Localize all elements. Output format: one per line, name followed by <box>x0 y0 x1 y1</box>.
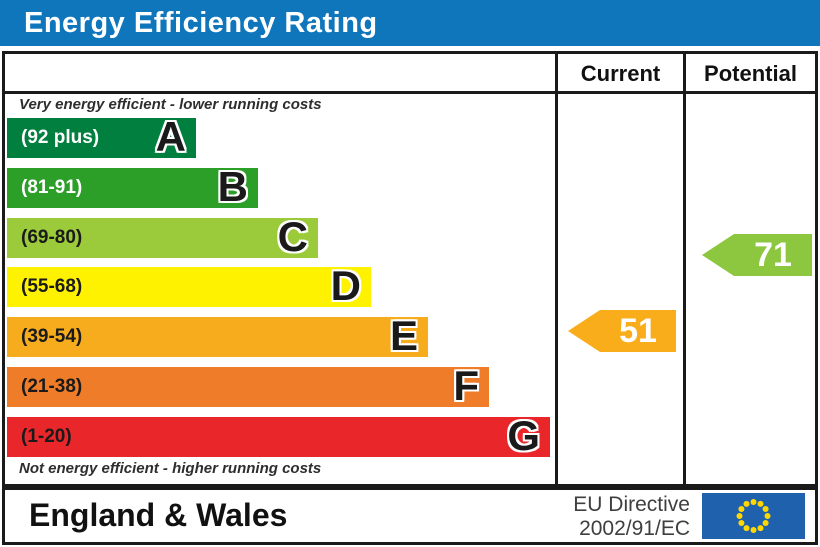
top-note: Very energy efficient - lower running co… <box>19 96 322 113</box>
band-letter: B <box>217 162 248 210</box>
band-range-label: (55-68) <box>21 276 83 298</box>
band-bar-e: (39-54) E <box>7 312 428 360</box>
band-range-label: (81-91) <box>21 176 83 198</box>
eu-directive-line2: 2002/91/EC <box>579 517 690 540</box>
band-letter: C <box>277 212 308 260</box>
potential-rating-value: 71 <box>754 236 792 274</box>
current-rating-arrow: 51 <box>568 310 676 352</box>
band-range-label: (1-20) <box>21 425 72 447</box>
header-underline <box>5 91 815 94</box>
band-letter: A <box>155 113 186 160</box>
band-bar-b: (81-91) B <box>7 162 258 210</box>
column-header-potential: Potential <box>704 61 797 86</box>
band-letter: F <box>453 362 479 409</box>
column-divider-current <box>555 54 558 484</box>
band-letter: G <box>507 411 540 459</box>
rating-table: Current Potential Very energy efficient … <box>2 51 818 487</box>
potential-rating-arrow: 71 <box>702 234 812 276</box>
eu-flag-stars <box>736 499 771 533</box>
page-title: Energy Efficiency Rating <box>24 7 378 39</box>
title-bar: Energy Efficiency Rating <box>0 0 820 46</box>
eu-flag-icon <box>702 493 805 539</box>
column-divider-potential <box>683 54 686 484</box>
band-range-label: (69-80) <box>21 226 83 248</box>
region-label: England & Wales <box>29 497 288 533</box>
band-bar-a: (92 plus) A <box>7 113 196 160</box>
band-letter: E <box>389 312 418 360</box>
band-range-label: (39-54) <box>21 326 83 348</box>
current-rating-value: 51 <box>619 312 657 350</box>
footer-bar: England & Wales EU Directive 2002/91/EC <box>2 487 818 545</box>
bottom-note: Not energy efficient - higher running co… <box>19 460 322 477</box>
band-letter: D <box>330 262 361 310</box>
band-bar-g: (1-20) G <box>7 411 550 459</box>
band-bar-f: (21-38) F <box>7 362 489 409</box>
band-range-label: (92 plus) <box>21 127 100 148</box>
eu-directive-line1: EU Directive <box>573 493 690 516</box>
column-header-current: Current <box>580 61 661 86</box>
band-bar-d: (55-68) D <box>7 262 371 310</box>
band-bar-c: (69-80) C <box>7 212 318 260</box>
eu-directive-label: EU Directive 2002/91/EC <box>573 493 690 541</box>
band-range-label: (21-38) <box>21 376 83 397</box>
